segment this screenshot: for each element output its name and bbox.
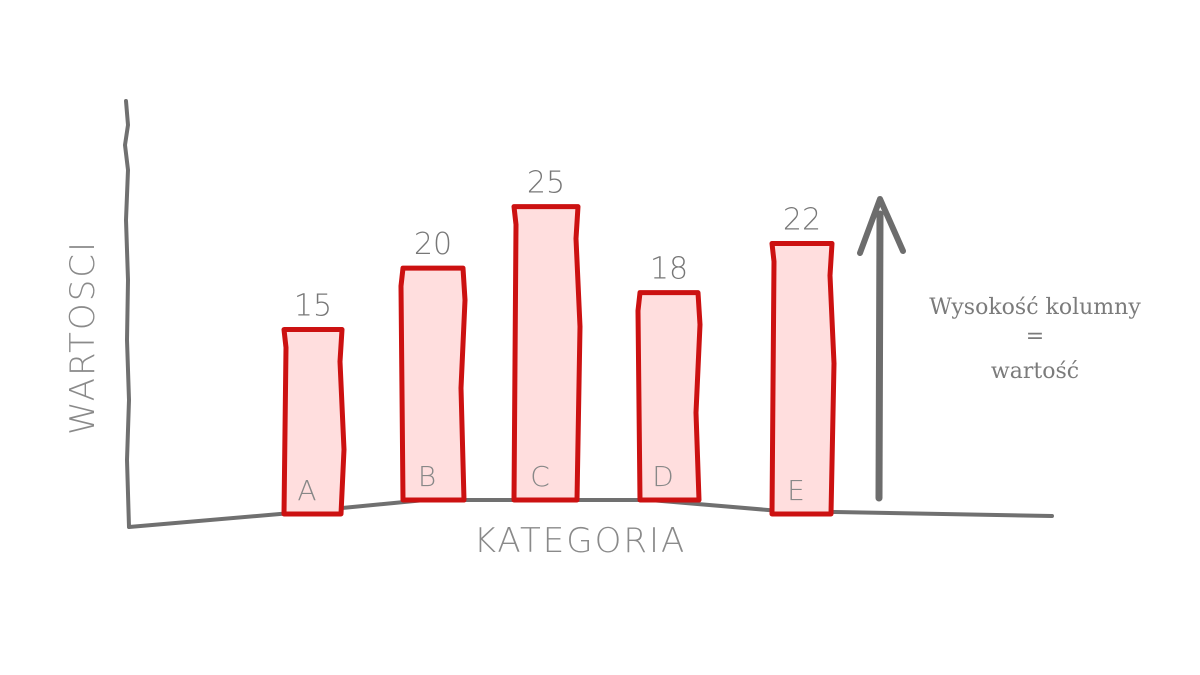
x-axis-title: KATEGORIA bbox=[474, 521, 687, 561]
bar-e bbox=[769, 240, 837, 517]
bar-d bbox=[635, 290, 703, 503]
annotation-arrow-head bbox=[857, 196, 906, 256]
y-axis bbox=[123, 99, 131, 529]
y-axis-title: WARTOSCI bbox=[63, 240, 103, 435]
category-label-d: D bbox=[652, 460, 674, 493]
category-label-e: E bbox=[787, 474, 805, 507]
category-labels-group: A B C D E bbox=[297, 460, 804, 507]
bar-c bbox=[511, 204, 583, 503]
category-label-c: C bbox=[530, 460, 550, 493]
value-labels-group: 15 20 25 18 22 bbox=[294, 166, 821, 324]
bars-group bbox=[281, 204, 837, 517]
value-label-a: 15 bbox=[294, 289, 332, 324]
value-label-e: 22 bbox=[783, 202, 821, 237]
annotation-line-1: Wysokość kolumny bbox=[929, 295, 1141, 320]
annotation-line-2: = bbox=[1026, 324, 1044, 349]
category-label-a: A bbox=[297, 474, 316, 507]
value-label-b: 20 bbox=[414, 227, 452, 262]
annotation-arrow-line bbox=[875, 210, 884, 502]
value-label-d: 18 bbox=[650, 252, 688, 287]
annotation-line-3: wartość bbox=[991, 359, 1079, 384]
category-label-b: B bbox=[418, 460, 436, 493]
bar-a bbox=[281, 327, 347, 517]
bar-b bbox=[398, 265, 468, 503]
value-label-c: 25 bbox=[527, 166, 565, 201]
